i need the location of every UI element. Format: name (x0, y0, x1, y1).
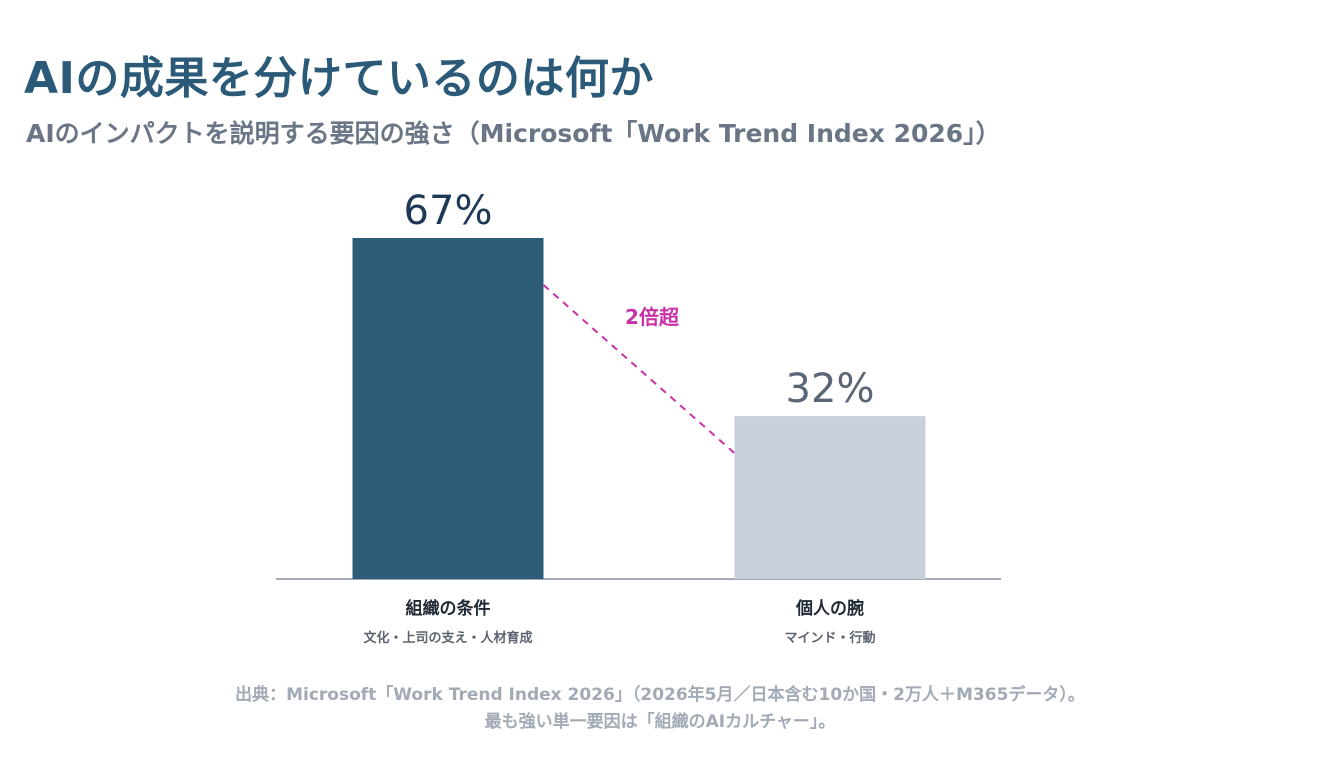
category-label-2: 個人の腕 (795, 598, 864, 619)
page-title: AIの成果を分けているのは何か (24, 53, 654, 104)
bar-1 (352, 238, 544, 579)
bar-2 (734, 416, 926, 579)
category-label-1: 組織の条件 (406, 598, 491, 619)
ratio-connector-line (542, 284, 736, 454)
bars-group (352, 238, 926, 579)
bar-value-label-2: 32% (786, 366, 875, 412)
key-finding-footnote: 最も強い単一要因は「組織のAIカルチャー」。 (484, 712, 836, 732)
category-sublabel-1: 文化・上司の支え・人材育成 (363, 630, 532, 646)
page-subtitle: AIのインパクトを説明する要因の強さ（Microsoft「Work Trend … (26, 119, 1001, 148)
bar-value-label-1: 67% (404, 188, 493, 234)
ratio-annotation: 2倍超 (625, 305, 680, 329)
source-footnote: 出典：Microsoft「Work Trend Index 2026」（2026… (235, 685, 1085, 705)
category-sublabel-2: マインド・行動 (784, 630, 875, 646)
